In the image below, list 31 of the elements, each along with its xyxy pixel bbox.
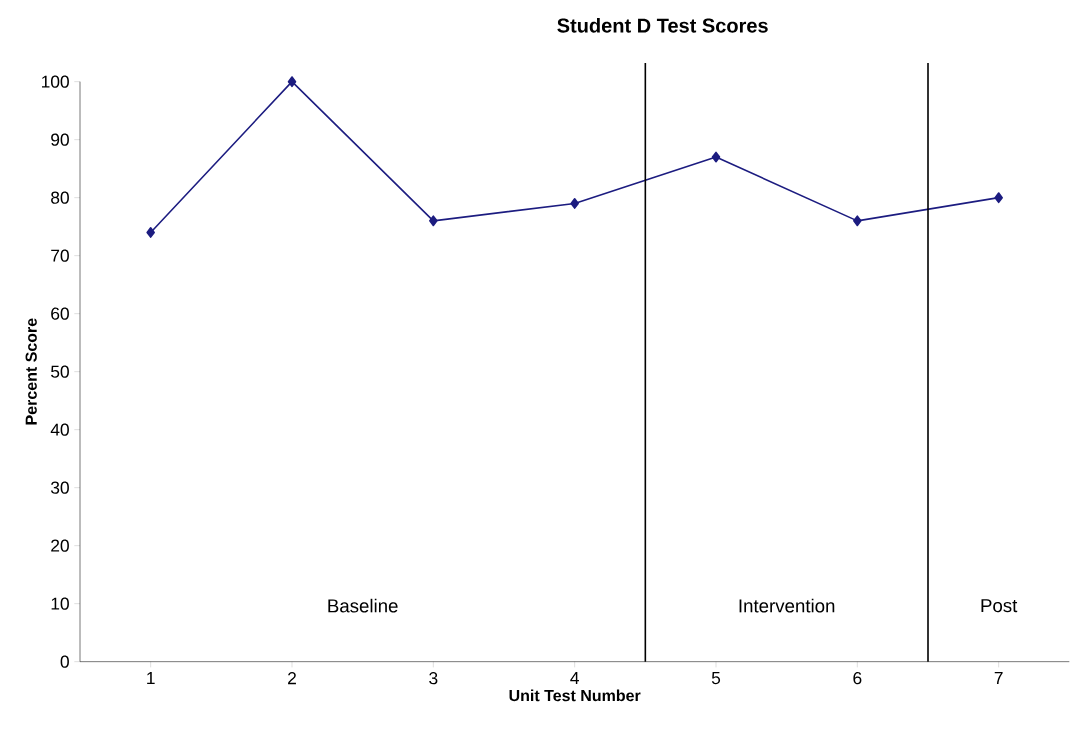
x-axis-title: Unit Test Number [509,689,641,702]
point [287,76,297,88]
y-tick-label: 50 [51,365,69,378]
x-tick-label: 4 [570,672,579,685]
y-tick-label: 20 [51,539,69,552]
y-tick-label: 30 [50,481,69,494]
x-tick-label: 7 [994,672,1003,685]
y-axis-title: Percent Score [25,318,37,425]
point [570,198,579,210]
annotation: Baseline [328,598,398,613]
annotation: Intervention [739,598,835,613]
y-tick-label: 70 [51,249,69,262]
y-tick-label: 90 [51,133,69,146]
chart-title: Student D Test Scores [557,18,768,33]
y-tick-label: 60 [51,307,69,320]
x-tick-label: 3 [429,672,438,685]
point [853,215,862,227]
y-tick-label: 40 [50,423,69,436]
x-tick-label: 2 [288,672,296,685]
point [711,151,721,163]
x-tick-label: 5 [711,672,721,685]
y-tick-label: 0 [60,655,69,668]
y-tick-label: 100 [42,75,69,88]
point [429,215,438,227]
y-tick-label: 10 [51,597,69,610]
point [994,192,1003,204]
x-tick-label: 6 [853,672,862,685]
annotation: Post [981,599,1018,613]
y-tick-label: 80 [51,191,69,204]
point [146,227,155,239]
x-tick-label: 1 [147,672,155,685]
